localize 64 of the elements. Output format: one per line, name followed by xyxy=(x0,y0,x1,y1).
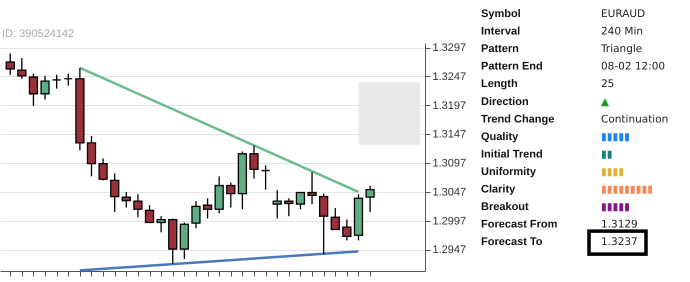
candlestick xyxy=(365,184,375,213)
text: 1.3237 xyxy=(601,236,638,248)
category-label: Breakout xyxy=(481,201,530,214)
category-label: Uniformity xyxy=(481,166,537,178)
text: ▮▮ xyxy=(601,148,613,160)
category-label: Forecast To xyxy=(481,236,543,248)
category-label: Interval xyxy=(481,26,520,38)
text: 240 Min xyxy=(601,26,644,38)
candlestick xyxy=(202,198,212,220)
candlestick xyxy=(52,74,62,90)
category-label: Pattern xyxy=(481,43,520,56)
candlestick xyxy=(122,191,131,208)
candlestick xyxy=(249,145,259,180)
candlestick xyxy=(28,72,38,107)
category-label: Quality xyxy=(481,130,520,143)
y-tick-label: 1.3047 xyxy=(432,186,466,198)
text: 08-02 12:00 xyxy=(601,60,666,73)
text: ▮▮▮▮▮▮▮▮▮ xyxy=(601,184,654,196)
candlestick xyxy=(133,194,143,218)
category-label: Forecast From xyxy=(481,218,558,231)
text: ▮▮▮▮▮ xyxy=(601,130,630,143)
candlestick xyxy=(156,216,166,233)
y-tick-label: 1.3097 xyxy=(432,158,466,170)
candlestick xyxy=(284,198,294,217)
category-label: Pattern End xyxy=(481,60,543,73)
candlestick xyxy=(6,52,15,76)
candlestick xyxy=(191,200,201,229)
y-tick-label: 1.3247 xyxy=(432,70,466,83)
category-label: Length xyxy=(481,78,518,90)
candlestick xyxy=(40,75,50,100)
y-tick-label: 1.3197 xyxy=(432,100,466,112)
text: 25 xyxy=(601,78,614,90)
candlestick xyxy=(296,192,306,210)
text: ID: 390524142 xyxy=(2,28,74,40)
text: 1.3129 xyxy=(601,218,638,231)
text: ▮▮▮▮▮ xyxy=(601,201,630,214)
category-label: Clarity xyxy=(481,184,516,196)
candlestick xyxy=(17,57,26,80)
text: Triangle xyxy=(601,43,642,56)
candlestick xyxy=(226,182,236,208)
candlestick xyxy=(319,193,328,255)
candlestick xyxy=(272,190,282,220)
text: ▮▮▮▮ xyxy=(601,166,624,178)
candlestick xyxy=(86,135,96,177)
candlestick xyxy=(110,172,120,213)
candlestick xyxy=(64,72,73,86)
candlestick xyxy=(260,164,270,190)
candlestick xyxy=(307,172,317,205)
y-tick-label: 1.2997 xyxy=(432,215,466,228)
category-label: Direction xyxy=(481,96,529,108)
candlestick xyxy=(330,207,340,231)
text: Continuation xyxy=(601,113,668,126)
y-tick-label: 1.3147 xyxy=(432,128,466,141)
category-label: Trend Change xyxy=(481,113,554,126)
category-label: Symbol xyxy=(481,8,521,20)
text: EURAUD xyxy=(601,8,646,20)
y-tick-label: 1.2947 xyxy=(432,244,466,256)
y-tick-label: 1.3297 xyxy=(432,42,466,54)
text: ▲ xyxy=(601,96,610,108)
candlestick xyxy=(98,158,108,182)
category-label: Initial Trend xyxy=(481,148,543,160)
candlestick xyxy=(144,204,154,224)
candlestick xyxy=(214,176,224,214)
candlestick xyxy=(342,218,352,242)
